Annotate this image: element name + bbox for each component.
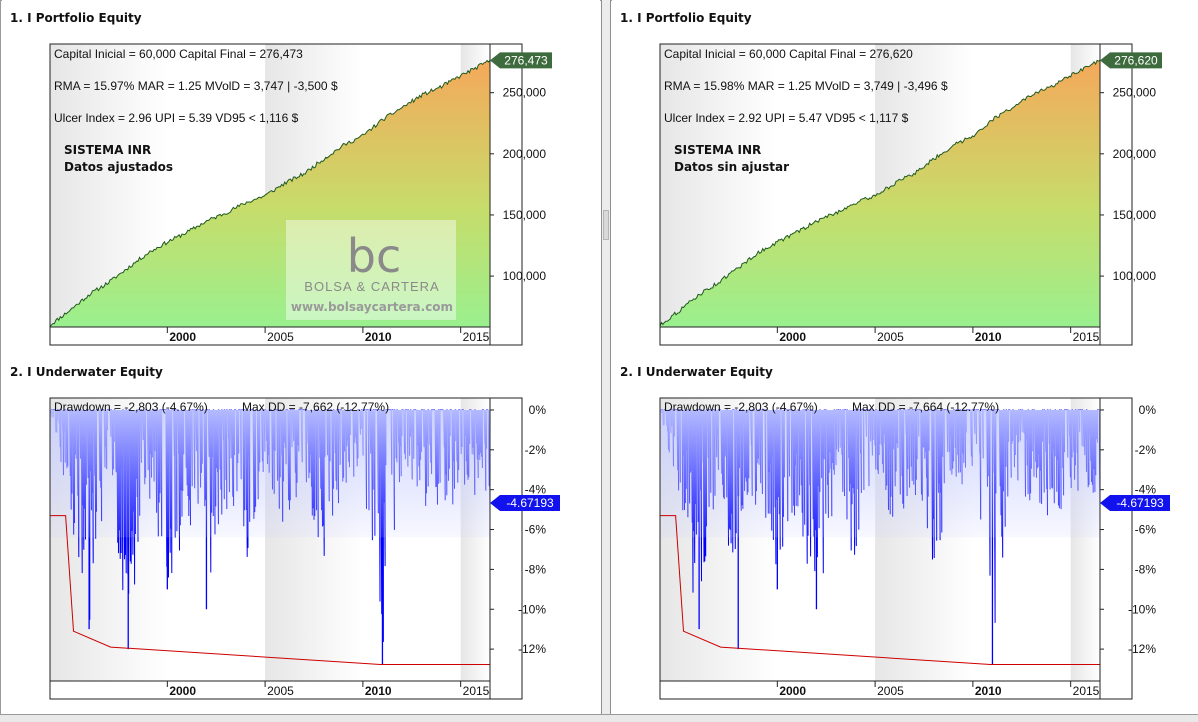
watermark-bg: [286, 220, 456, 320]
underwater-y-tick-label: -8%: [1135, 562, 1157, 576]
right-panel: 1. I Portfolio Equity 2. I Underwater Eq…: [612, 0, 1198, 714]
data-note: Datos sin ajustar: [674, 160, 789, 174]
data-note: Datos ajustados: [64, 160, 173, 174]
underwater-y-tick-label: -6%: [1135, 523, 1157, 537]
equity-x-tick-label: 2000: [169, 330, 196, 344]
underwater-y-tick-label: -2%: [525, 443, 547, 457]
drawdown-text: Drawdown = -2,803 (-4.67%): [54, 400, 208, 414]
equity-x-tick-label: 2000: [779, 330, 806, 344]
drawdown-value-marker: [1100, 495, 1170, 512]
equity-x-tick-label: 2010: [365, 330, 392, 344]
underwater-x-tick-label: 2000: [169, 684, 196, 698]
underwater-x-tick-label: 2015: [1073, 684, 1100, 698]
underwater-frame: [659, 397, 1133, 700]
underwater-y-tick-label: -10%: [518, 602, 546, 616]
equity-line: [659, 59, 1101, 327]
max-drawdown-text: Max DD = -7,662 (-12.77%): [242, 400, 389, 414]
underwater-y-tick-label: -6%: [525, 523, 547, 537]
equity-y-tick-label: 150,000: [503, 208, 547, 222]
equity-stats-line: RMA = 15.98% MAR = 1.25 MVolD = 3,749 | …: [664, 79, 948, 93]
equity-value-marker: [490, 52, 552, 69]
equity-area: [50, 60, 490, 328]
drawdown-text: Drawdown = -2,803 (-4.67%): [664, 400, 818, 414]
equity-value-marker: [1100, 52, 1162, 69]
equity-x-tick-label: 2015: [463, 330, 490, 344]
equity-y-tick-label: 200,000: [1113, 147, 1157, 161]
equity-y-tick-label: 100,000: [1113, 269, 1157, 283]
equity-value-label: 276,620: [1114, 53, 1158, 67]
equity-line: [49, 59, 491, 327]
equity-stats-line: Capital Inicial = 60,000 Capital Final =…: [664, 47, 913, 61]
underwater-x-tick-label: 2005: [267, 684, 294, 698]
equity-stats-line: Capital Inicial = 60,000 Capital Final =…: [54, 47, 303, 61]
max-drawdown-line: [50, 515, 490, 665]
system-name: SISTEMA INR: [64, 143, 151, 157]
equity-y-tick-label: 150,000: [1113, 208, 1157, 222]
right-charts: 2000 2005 2010 2015 2000 2005 2010 2015 100,000 1…: [659, 43, 1170, 700]
equity-area: [660, 60, 1100, 328]
drawdown-fill: [50, 409, 490, 538]
equity-x-tick-label: 2015: [1073, 330, 1100, 344]
watermark-brand: BOLSA & CARTERA: [304, 279, 439, 294]
underwater-y-tick-label: -12%: [518, 642, 546, 656]
equity-y-tick-label: 200,000: [503, 147, 547, 161]
underwater-section-title: 2. I Underwater Equity: [620, 365, 773, 379]
max-drawdown-line: [660, 515, 1100, 665]
equity-value-label: 276,473: [504, 53, 548, 67]
system-name: SISTEMA INR: [674, 143, 761, 157]
equity-frame: [49, 43, 523, 346]
splitter[interactable]: [601, 0, 611, 714]
equity-section-title: 1. I Portfolio Equity: [10, 11, 142, 25]
underwater-y-tick-label: -4%: [525, 483, 547, 497]
equity-y-tick-label: 100,000: [503, 269, 547, 283]
equity-y-tick-label: 250,000: [1113, 86, 1157, 100]
left-panel: 1. I Portfolio Equity 2. I Underwater Eq…: [2, 0, 600, 714]
underwater-y-tick-label: 0%: [1139, 403, 1157, 417]
underwater-y-tick-label: -4%: [1135, 483, 1157, 497]
equity-y-tick-label: 250,000: [503, 86, 547, 100]
equity-x-tick-label: 2005: [267, 330, 294, 344]
underwater-section-title: 2. I Underwater Equity: [10, 365, 163, 379]
max-drawdown-text: Max DD = -7,664 (-12.77%): [852, 400, 999, 414]
equity-x-tick-label: 2010: [975, 330, 1002, 344]
equity-section-title: 1. I Portfolio Equity: [620, 11, 752, 25]
underwater-y-tick-label: 0%: [529, 403, 547, 417]
underwater-x-tick-label: 2000: [779, 684, 806, 698]
watermark-url: www.bolsaycartera.com: [291, 300, 453, 314]
watermark-logo: bc: [347, 229, 402, 283]
bottom-scrollbar[interactable]: [0, 714, 1198, 722]
underwater-y-tick-label: -12%: [1128, 642, 1156, 656]
underwater-x-tick-label: 2015: [463, 684, 490, 698]
drawdown-value-label: -4.67193: [1116, 496, 1164, 510]
underwater-frame: [49, 397, 523, 700]
underwater-x-tick-label: 2010: [975, 684, 1002, 698]
drawdown-value-label: -4.67193: [506, 496, 554, 510]
splitter-grip[interactable]: [603, 210, 609, 240]
equity-frame: [659, 43, 1133, 346]
equity-stats-line: Ulcer Index = 2.92 UPI = 5.47 VD95 < 1,1…: [664, 111, 909, 125]
underwater-x-tick-label: 2005: [877, 684, 904, 698]
underwater-y-tick-label: -2%: [1135, 443, 1157, 457]
equity-stats-line: Ulcer Index = 2.96 UPI = 5.39 VD95 < 1,1…: [54, 111, 299, 125]
drawdown-value-marker: [490, 495, 560, 512]
equity-x-tick-label: 2005: [877, 330, 904, 344]
underwater-y-tick-label: -10%: [1128, 602, 1156, 616]
drawdown-fill: [660, 409, 1100, 538]
left-charts: 2000 2005 2010 2015 2000 2005 2010 2015 100,000 1…: [49, 43, 560, 700]
equity-stats-line: RMA = 15.97% MAR = 1.25 MVolD = 3,747 | …: [54, 79, 338, 93]
underwater-y-tick-label: -8%: [525, 562, 547, 576]
underwater-x-tick-label: 2010: [365, 684, 392, 698]
